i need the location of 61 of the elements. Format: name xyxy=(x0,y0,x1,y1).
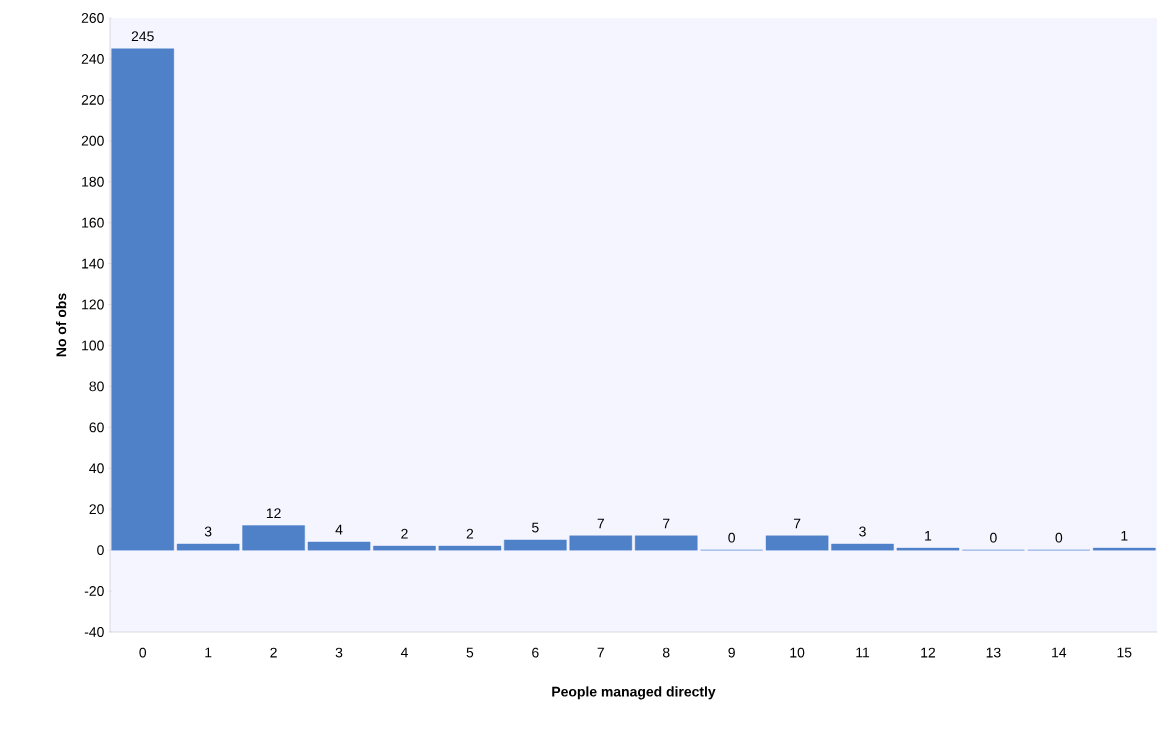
y-tick-label: 220 xyxy=(81,94,104,105)
bar xyxy=(111,48,174,551)
bar xyxy=(896,547,960,551)
bar xyxy=(765,535,829,551)
x-tick-label: 13 xyxy=(986,647,1001,658)
data-label: 0 xyxy=(1055,532,1063,543)
y-tick-label: 120 xyxy=(82,299,104,310)
y-tick-label: 240 xyxy=(81,53,104,64)
bar xyxy=(1092,547,1156,551)
x-tick-label: 0 xyxy=(139,647,147,658)
y-axis-title: No of obs xyxy=(56,293,67,357)
y-tick-label: 200 xyxy=(81,135,104,146)
y-tick-label: 40 xyxy=(89,463,104,474)
y-tick-label: -40 xyxy=(84,627,104,637)
x-tick-label: 5 xyxy=(466,647,474,658)
y-tick-label: 80 xyxy=(89,381,104,392)
data-label: 2 xyxy=(466,528,474,539)
x-tick-label: 6 xyxy=(532,647,539,658)
x-tick-label: 1 xyxy=(205,647,212,658)
data-label: 7 xyxy=(663,518,670,529)
y-tick-label: 0 xyxy=(97,545,104,556)
x-tick-label: 2 xyxy=(270,647,277,658)
x-axis-title: People managed directly xyxy=(552,686,716,700)
bar xyxy=(373,545,436,551)
x-tick-label: 14 xyxy=(1052,647,1067,658)
bar xyxy=(831,543,894,551)
x-tick-label: 7 xyxy=(597,647,604,658)
x-tick-label: 15 xyxy=(1117,647,1132,658)
data-label: 1 xyxy=(1121,530,1128,541)
y-tick-label: 180 xyxy=(82,176,104,187)
data-label: 1 xyxy=(925,530,932,541)
y-tick-label: 140 xyxy=(82,258,104,269)
data-label: 5 xyxy=(532,522,539,533)
y-tick-label: 60 xyxy=(89,422,104,433)
x-tick-label: 8 xyxy=(662,647,670,658)
data-label: 4 xyxy=(335,524,343,535)
bar xyxy=(438,545,502,551)
y-tick-label: 260 xyxy=(81,13,104,23)
y-tick-label: 100 xyxy=(82,340,104,351)
y-tick-label: 20 xyxy=(89,504,104,515)
data-label: 245 xyxy=(131,31,154,42)
data-label: 12 xyxy=(266,508,281,519)
bar xyxy=(176,543,240,551)
x-tick-label: 9 xyxy=(728,647,735,658)
data-label: 0 xyxy=(728,532,735,543)
x-tick-label: 11 xyxy=(856,647,870,658)
x-tick-label: 12 xyxy=(921,647,936,658)
x-tick-label: 10 xyxy=(790,647,805,658)
data-label: 2 xyxy=(401,528,408,539)
data-label: 3 xyxy=(204,526,212,537)
bar xyxy=(307,541,371,551)
bar xyxy=(242,525,305,551)
x-tick-label: 3 xyxy=(335,647,343,658)
data-label: 3 xyxy=(859,526,866,537)
y-tick-label: 160 xyxy=(82,217,104,228)
x-tick-label: 4 xyxy=(400,647,408,658)
bar xyxy=(504,539,567,551)
data-label: 7 xyxy=(597,518,604,529)
data-label: 0 xyxy=(990,532,997,543)
y-tick-label: -20 xyxy=(84,586,104,597)
data-label: 7 xyxy=(793,518,801,529)
